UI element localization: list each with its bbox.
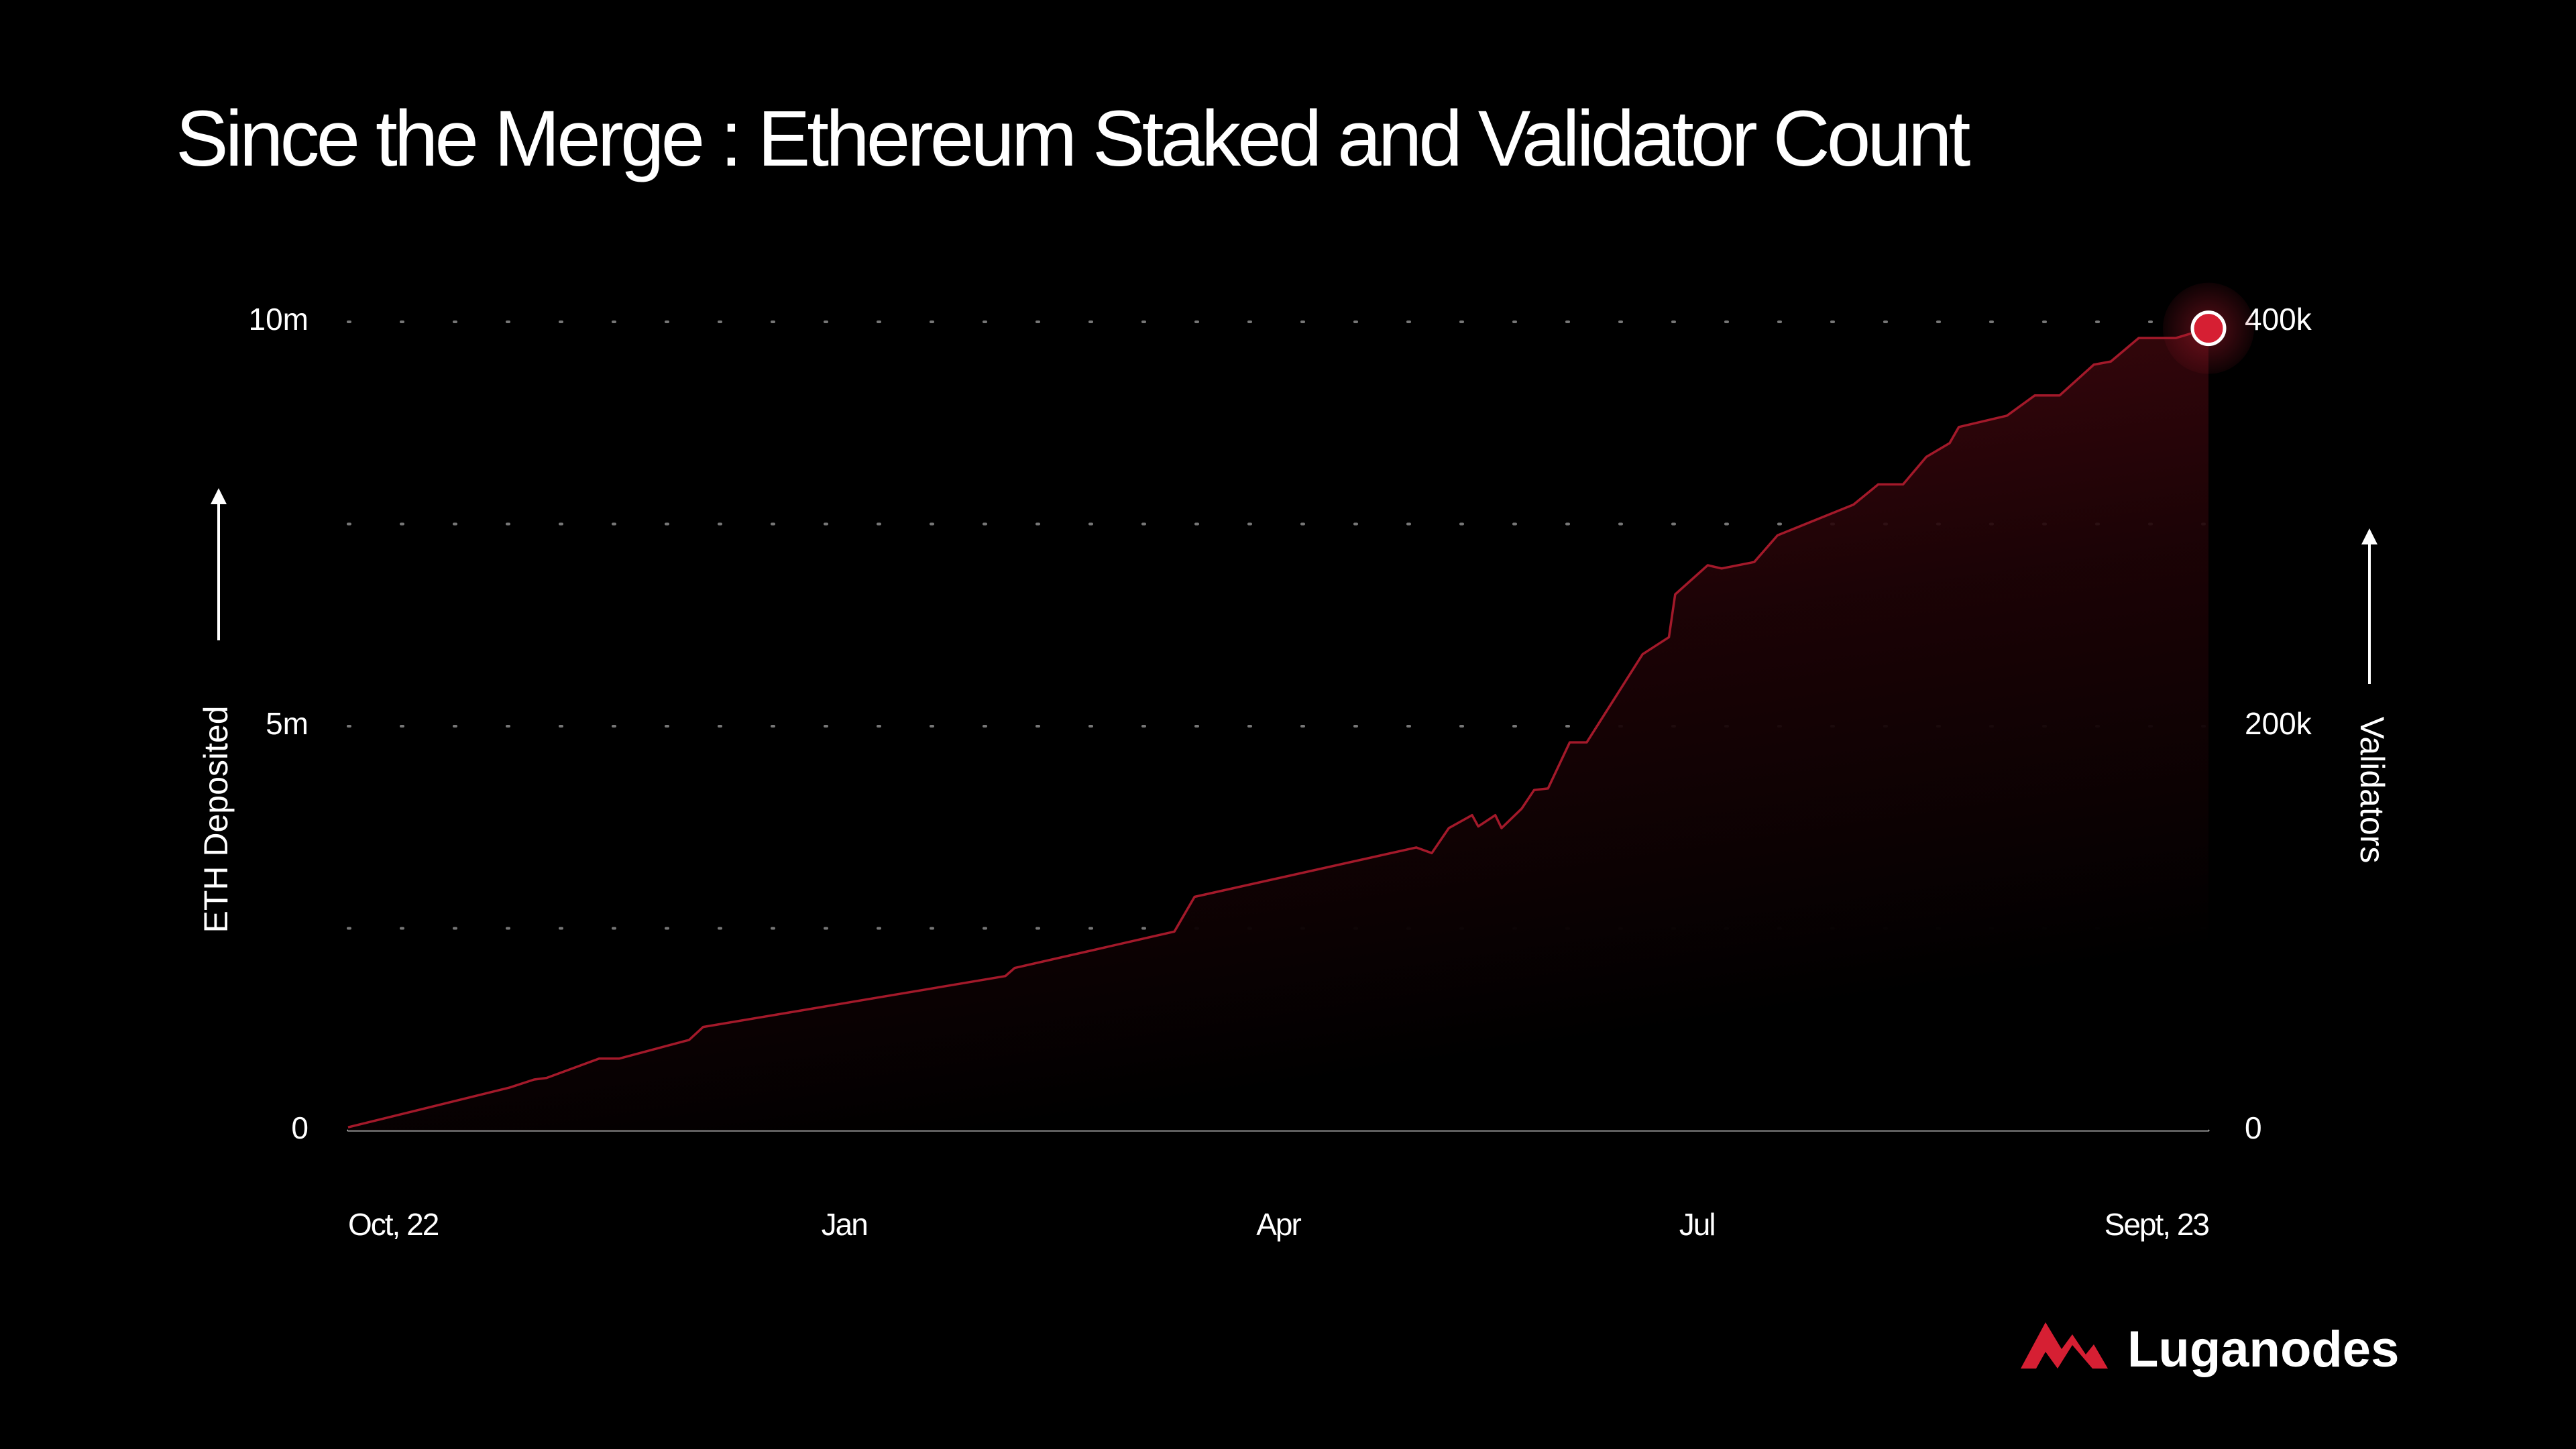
y-tick-label: 0 xyxy=(291,1110,309,1145)
y2-axis-title: Validators xyxy=(2353,717,2391,864)
y-tick-label: 5m xyxy=(266,706,309,741)
y2-tick-label: 0 xyxy=(2245,1110,2262,1145)
x-tick-label: Apr xyxy=(1256,1207,1301,1242)
axis-arrow-head xyxy=(211,488,227,504)
logo-icon xyxy=(2021,1322,2108,1369)
logo: Luganodes xyxy=(2021,1321,2399,1378)
highlight-point xyxy=(2190,310,2227,347)
brand-name: Luganodes xyxy=(2127,1321,2399,1378)
y-axis-title: ETH Deposited xyxy=(197,705,235,933)
axis-arrow-head xyxy=(2361,528,2377,544)
x-tick-label: Jan xyxy=(822,1207,867,1242)
y2-tick-label: 400k xyxy=(2245,302,2312,337)
x-tick-label: Jul xyxy=(1679,1207,1715,1242)
chart-title: Since the Merge : Ethereum Staked and Va… xyxy=(176,95,1970,183)
y2-tick-label: 200k xyxy=(2245,706,2312,741)
area xyxy=(348,328,2208,1131)
x-tick-label: Sept, 23 xyxy=(2105,1207,2209,1242)
line xyxy=(347,327,2209,1128)
y-tick-label: 10m xyxy=(249,302,309,337)
x-tick-label: Oct, 22 xyxy=(348,1207,439,1242)
